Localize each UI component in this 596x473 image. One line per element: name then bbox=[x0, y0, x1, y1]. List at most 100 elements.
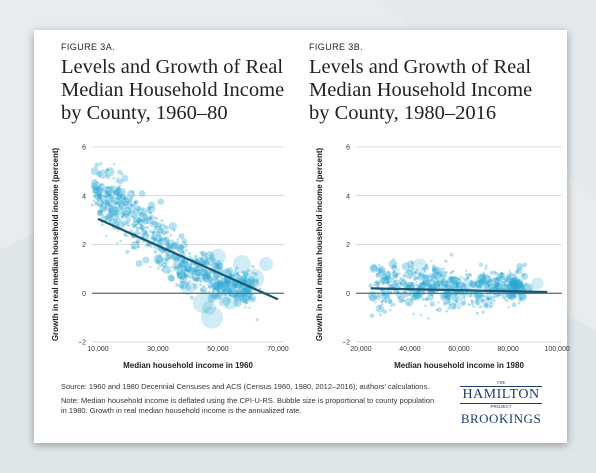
bubble bbox=[135, 260, 143, 267]
bubble bbox=[243, 281, 247, 284]
bubble bbox=[197, 276, 201, 280]
bubble bbox=[241, 270, 245, 274]
bubble bbox=[146, 209, 151, 214]
bubble bbox=[478, 280, 481, 283]
bubble bbox=[132, 209, 135, 213]
bubble bbox=[207, 294, 216, 303]
bubble bbox=[432, 268, 436, 272]
bubble bbox=[503, 284, 507, 287]
bubble bbox=[248, 306, 251, 309]
bubble bbox=[111, 195, 114, 198]
bubble bbox=[127, 224, 131, 228]
bubble bbox=[132, 220, 139, 227]
bubble bbox=[114, 201, 117, 205]
bubble bbox=[200, 250, 207, 257]
bubble bbox=[511, 283, 515, 286]
bubble bbox=[173, 256, 177, 260]
bubble bbox=[215, 278, 220, 283]
bubble bbox=[210, 277, 214, 281]
bubble bbox=[235, 266, 238, 269]
bubble bbox=[439, 293, 444, 298]
bubble bbox=[208, 279, 213, 284]
bubble bbox=[490, 301, 493, 304]
bubble bbox=[157, 267, 160, 270]
bubble bbox=[212, 287, 215, 290]
bubble bbox=[407, 302, 411, 306]
bubble bbox=[479, 277, 487, 284]
bubble bbox=[121, 175, 129, 182]
bubble bbox=[458, 277, 461, 281]
bubble bbox=[221, 284, 224, 287]
bubble bbox=[158, 232, 162, 236]
bubble bbox=[175, 283, 180, 287]
bubble bbox=[453, 297, 458, 302]
bubble bbox=[388, 297, 391, 300]
bubble bbox=[193, 276, 199, 283]
bubble bbox=[513, 284, 517, 289]
bubble bbox=[221, 277, 228, 284]
bubble bbox=[108, 189, 115, 196]
bubble bbox=[376, 281, 379, 285]
bubble bbox=[382, 280, 385, 284]
bubble bbox=[109, 197, 116, 203]
bubble bbox=[469, 280, 478, 289]
bubble bbox=[423, 267, 426, 270]
bubble bbox=[183, 265, 187, 269]
bubble bbox=[146, 243, 150, 247]
bubble bbox=[518, 292, 527, 300]
bubble bbox=[481, 282, 484, 285]
bubble bbox=[250, 280, 253, 283]
bubble bbox=[464, 269, 468, 272]
bubble bbox=[149, 245, 153, 248]
bubble bbox=[229, 294, 232, 297]
bubble bbox=[138, 213, 141, 216]
bubble bbox=[251, 271, 255, 275]
bubble bbox=[108, 204, 113, 209]
bubble bbox=[390, 280, 394, 283]
bubble bbox=[514, 280, 523, 289]
bubble bbox=[110, 198, 113, 201]
bubble bbox=[488, 280, 491, 283]
bubble bbox=[104, 190, 107, 193]
bubble bbox=[493, 270, 497, 274]
bubble bbox=[124, 206, 128, 209]
bubble bbox=[426, 283, 430, 288]
bubble bbox=[440, 297, 444, 301]
bubble bbox=[113, 163, 116, 166]
bubble bbox=[437, 284, 440, 288]
bubble bbox=[146, 217, 153, 225]
bubble bbox=[398, 278, 404, 284]
bubble bbox=[150, 237, 153, 240]
x-axis-title: Median household income in 1960 bbox=[123, 361, 253, 370]
bubble bbox=[424, 263, 428, 267]
bubble bbox=[106, 186, 109, 189]
bubble bbox=[206, 256, 217, 266]
bubble bbox=[424, 270, 427, 273]
bubble bbox=[441, 290, 450, 299]
bubble bbox=[495, 282, 498, 285]
bubble bbox=[449, 271, 452, 275]
bubble bbox=[133, 224, 137, 227]
bubble bbox=[107, 201, 111, 205]
x-axis-title: Median household income in 1980 bbox=[394, 361, 524, 370]
figure-a-label: FIGURE 3A. bbox=[61, 42, 116, 52]
bubble bbox=[422, 280, 425, 283]
bubble bbox=[417, 272, 422, 277]
bubble bbox=[210, 248, 226, 265]
bubble bbox=[121, 220, 125, 224]
bubble bbox=[430, 259, 433, 263]
bubble bbox=[440, 279, 443, 282]
bubble bbox=[408, 285, 412, 289]
bubble bbox=[431, 266, 437, 272]
bubble bbox=[424, 275, 428, 280]
bubble bbox=[155, 222, 162, 229]
figure-b-title-line: by County, 1980–2016 bbox=[309, 102, 497, 124]
bubble bbox=[199, 272, 205, 277]
bubble bbox=[517, 279, 523, 285]
bubble bbox=[141, 229, 148, 236]
bubble bbox=[401, 284, 404, 287]
bubble bbox=[137, 206, 140, 209]
bubble bbox=[153, 249, 158, 254]
bubble bbox=[139, 226, 145, 231]
bubble bbox=[378, 304, 381, 308]
